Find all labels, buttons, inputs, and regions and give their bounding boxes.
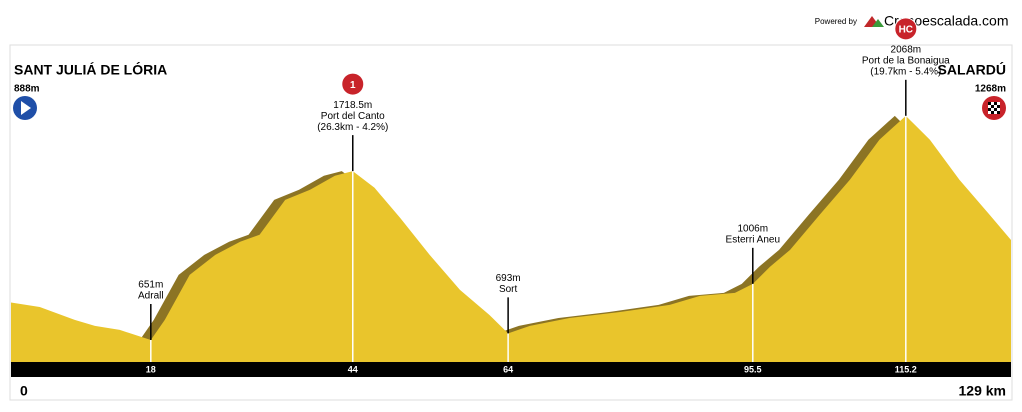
finish-flag <box>988 102 1000 114</box>
marker-elevation: 2068m <box>891 44 922 55</box>
flag <box>997 105 1000 108</box>
category-label: 1 <box>350 80 356 91</box>
flag <box>997 111 1000 114</box>
start-elevation: 888m <box>14 84 40 95</box>
flag <box>994 102 997 105</box>
finish-name: SALARDÚ <box>938 61 1006 78</box>
category-badge <box>894 17 918 41</box>
x-tick-label: 44 <box>348 364 358 374</box>
profile <box>11 115 1011 362</box>
flag <box>991 111 994 114</box>
finish-elevation: 1268m <box>975 84 1006 95</box>
flag <box>988 108 991 111</box>
x-tick-label: 95.5 <box>744 364 762 374</box>
x-tick-label: 115.2 <box>895 364 917 374</box>
start-name: SANT JULIÁ DE LÓRIA <box>14 61 167 78</box>
powered-by: Powered by <box>815 17 857 26</box>
marker-detail: (19.7km - 5.4%) <box>870 66 941 77</box>
brand-icon <box>872 19 884 27</box>
marker-name: Esterri Aneu <box>726 234 780 245</box>
x-tick-label: 18 <box>146 364 156 374</box>
marker-name: Adrall <box>138 291 164 302</box>
flag <box>991 105 994 108</box>
flag <box>988 102 991 105</box>
profile-area <box>11 115 1011 362</box>
start-icon <box>21 101 31 115</box>
category-badge <box>341 72 365 96</box>
x-tick-label: 129 km <box>959 383 1006 399</box>
marker-elevation: 693m <box>496 273 521 284</box>
flag <box>994 108 997 111</box>
marker-elevation: 1718.5m <box>333 100 372 111</box>
marker-name: Sort <box>499 284 518 295</box>
marker-elevation: 651m <box>138 280 163 291</box>
marker-name: Port de la Bonaigua <box>862 55 950 66</box>
marker-detail: (26.3km - 4.2%) <box>317 122 388 133</box>
marker-name: Port del Canto <box>321 111 385 122</box>
marker-elevation: 1006m <box>738 223 769 234</box>
x-tick-label: 0 <box>20 383 28 399</box>
x-tick-label: 64 <box>503 364 513 374</box>
category-label: HC <box>899 24 913 35</box>
km-bar <box>11 362 1011 377</box>
